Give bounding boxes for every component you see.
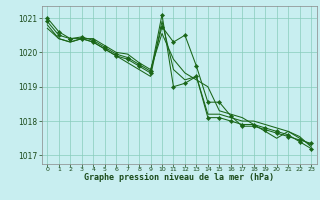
- X-axis label: Graphe pression niveau de la mer (hPa): Graphe pression niveau de la mer (hPa): [84, 173, 274, 182]
